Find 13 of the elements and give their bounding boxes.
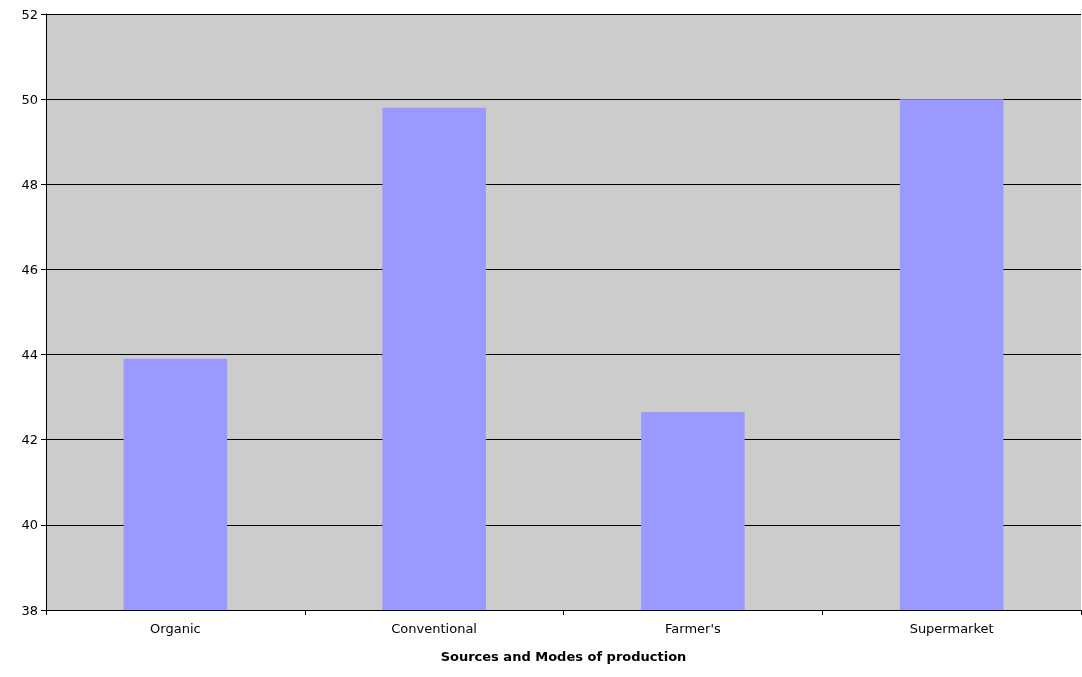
- y-tick-label: 42: [21, 432, 38, 448]
- x-tick-label: Supermarket: [909, 621, 994, 636]
- x-tick-label: Farmer's: [665, 621, 721, 636]
- y-tick-label: 50: [21, 91, 38, 107]
- y-tick-label: 46: [21, 261, 38, 277]
- x-tick-label: Organic: [150, 621, 201, 636]
- x-tick-label: Conventional: [391, 621, 477, 636]
- x-axis-title: Sources and Modes of production: [440, 649, 687, 664]
- y-tick-label: 40: [21, 517, 38, 533]
- y-tick-label: 38: [21, 602, 38, 618]
- y-tick-label: 48: [21, 176, 38, 192]
- y-tick-label: 44: [21, 347, 38, 363]
- y-tick-label: 52: [21, 6, 38, 22]
